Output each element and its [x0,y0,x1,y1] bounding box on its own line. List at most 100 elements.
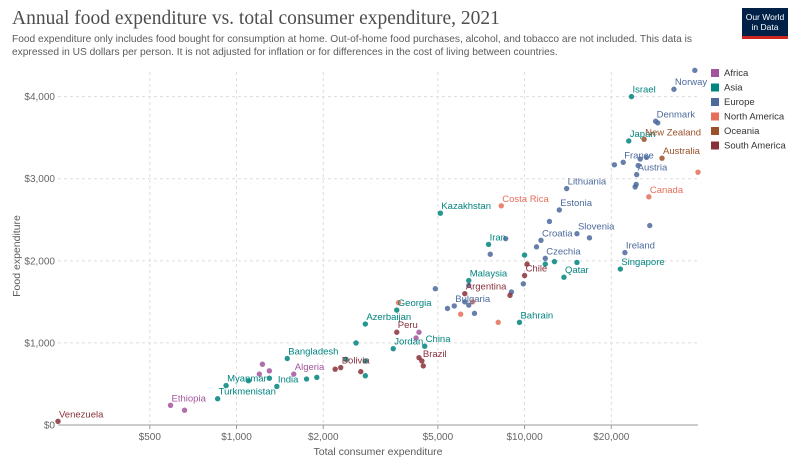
data-point[interactable] [617,266,624,272]
data-point[interactable] [626,138,632,144]
data-point[interactable] [641,136,647,143]
data-point[interactable] [462,290,468,297]
data-point[interactable] [542,255,548,262]
y-tick-label: $3,000 [24,174,55,185]
point-label: Turkmenistan [219,387,276,398]
data-point[interactable] [358,368,364,375]
data-point[interactable] [223,382,229,389]
data-point[interactable] [444,305,451,312]
data-point[interactable] [521,252,528,258]
data-point[interactable] [266,368,273,374]
data-point[interactable] [503,235,509,242]
data-point[interactable] [284,355,290,362]
point-label: Ireland [626,241,655,252]
data-point[interactable] [551,258,558,265]
data-point[interactable] [538,237,544,243]
data-point[interactable] [487,251,493,257]
data-point[interactable] [413,335,419,341]
data-point[interactable] [466,277,472,284]
data-point[interactable] [314,374,320,381]
data-point[interactable] [692,67,698,74]
data-point[interactable] [466,282,472,289]
data-point[interactable] [420,363,426,369]
point-label: Malaysia [470,269,508,280]
data-point[interactable] [451,303,457,309]
data-point[interactable] [659,155,665,161]
data-point[interactable] [462,299,468,305]
data-point[interactable] [637,156,643,162]
data-point[interactable] [516,319,523,326]
data-point[interactable] [181,407,188,413]
data-point[interactable] [332,366,338,372]
data-point[interactable] [498,203,504,209]
data-point[interactable] [633,171,640,178]
data-point[interactable] [655,120,661,126]
data-point[interactable] [466,302,472,308]
data-point[interactable] [622,249,628,256]
data-point[interactable] [457,311,464,317]
data-point[interactable] [495,319,501,326]
data-point[interactable] [507,292,513,298]
data-point[interactable] [563,185,570,192]
data-point[interactable] [671,86,677,92]
data-point[interactable] [485,241,492,248]
data-point[interactable] [471,310,478,317]
data-point[interactable] [574,231,580,237]
data-point[interactable] [695,169,701,175]
data-point[interactable] [362,358,369,364]
data-point[interactable] [266,375,273,381]
data-point[interactable] [521,272,528,279]
data-point[interactable] [214,396,221,402]
legend-item[interactable]: Oceania [724,126,760,137]
data-point[interactable] [628,93,635,100]
data-point[interactable] [343,356,349,363]
data-point[interactable] [520,281,527,287]
data-point[interactable] [533,244,540,250]
data-point[interactable] [256,371,263,377]
data-point[interactable] [394,307,400,313]
data-point[interactable] [556,207,563,213]
data-point[interactable] [245,377,252,384]
x-tick-label: $10,000 [506,432,543,443]
data-point[interactable] [390,345,396,352]
legend-item[interactable]: Africa [724,68,749,79]
data-point[interactable] [643,154,650,161]
data-point[interactable] [432,286,439,292]
data-point[interactable] [259,361,266,367]
data-point[interactable] [395,299,402,306]
data-point[interactable] [633,181,639,188]
data-point[interactable] [291,371,297,377]
data-point[interactable] [586,235,593,241]
data-point[interactable] [611,162,618,168]
data-point[interactable] [542,261,548,267]
data-point[interactable] [362,321,369,327]
data-point[interactable] [353,340,359,346]
data-point[interactable] [620,159,626,166]
data-point[interactable] [55,418,61,425]
data-point[interactable] [338,364,344,371]
data-point[interactable] [394,329,400,335]
data-point[interactable] [416,354,422,361]
data-point[interactable] [574,259,580,266]
data-point[interactable] [546,218,553,225]
data-point[interactable] [524,261,530,267]
data-point[interactable] [647,222,653,229]
data-point[interactable] [274,383,280,390]
legend-swatch [711,141,719,150]
our-world-in-data-logo[interactable]: Our World in Data [742,8,788,39]
data-point[interactable] [303,376,310,382]
legend-item[interactable]: North America [724,112,785,123]
data-point[interactable] [469,299,476,305]
data-point[interactable] [635,162,641,169]
data-point[interactable] [421,343,428,349]
legend-item[interactable]: Asia [724,83,743,94]
data-point[interactable] [646,194,652,200]
data-point[interactable] [561,274,567,280]
legend-item[interactable]: South America [724,141,786,152]
data-point[interactable] [416,329,422,335]
data-point[interactable] [437,210,444,216]
data-point[interactable] [362,373,369,379]
legend-item[interactable]: Europe [724,97,755,108]
y-axis-ticks: $0 $1,000 $2,000 $3,000 $4,000 [24,92,55,431]
data-point[interactable] [167,402,174,408]
